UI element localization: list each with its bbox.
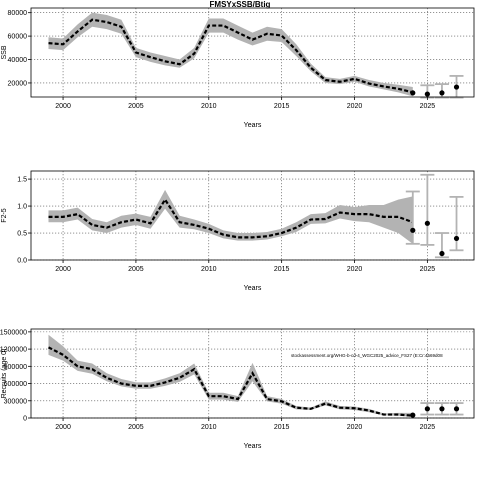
projection-point (453, 235, 460, 242)
ssb-x-tick-label: 2005 (128, 103, 144, 110)
projection-point (410, 412, 416, 418)
confidence-band (48, 334, 413, 417)
f-x-tick-label: 2025 (420, 266, 436, 273)
projection-point (424, 91, 430, 97)
f-y-tick-label: 1.0 (17, 204, 27, 211)
estimate-line (47, 346, 413, 417)
recruitment-x-tick-label: 2005 (128, 424, 144, 431)
f-y-axis-label: F2-5 (1, 208, 8, 223)
ssb-x-tick-label: 2010 (201, 103, 217, 110)
recruitment-x-axis-label: Years (244, 443, 262, 450)
confidence-band (48, 189, 413, 244)
projection-point (424, 220, 430, 226)
f-x-tick-label: 2005 (128, 266, 144, 273)
projection-point (439, 250, 445, 257)
recruitment-x-tick-label: 2020 (347, 424, 363, 431)
estimate-line (48, 18, 414, 94)
recruitment-y-tick-label: 1200000 (0, 347, 27, 354)
confidence-band (48, 12, 413, 97)
recruitment-x-tick-label: 2025 (420, 424, 436, 431)
projection-point (410, 90, 416, 96)
ssb-panel: 2000 2005 2010 2015 2020 2025 20000 40000 60000 8… (1, 7, 475, 129)
f-x-tick-label: 2020 (347, 266, 363, 273)
f-x-tick-label: 2000 (55, 266, 71, 273)
projection-point (410, 227, 416, 233)
recruitment-y-tick-label: 300000 (4, 398, 27, 405)
ssb-x-tick-label: 2020 (347, 103, 363, 110)
f-x-axis-label: Years (244, 285, 262, 292)
recruitment-x-tick-label: 2015 (274, 424, 290, 431)
fishing-mortality-panel: 2000 2005 2010 2015 2020 2025 0.0 0.5 1.0 1.5 Year… (1, 170, 475, 292)
ssb-x-axis-label: Years (244, 122, 262, 129)
projection-point (439, 406, 445, 412)
ssb-y-tick-label: 80000 (8, 10, 28, 17)
ssb-x-tick-label: 2000 (55, 103, 71, 110)
f-y-tick-label: 1.5 (17, 177, 27, 184)
recruitment-y-tick-label: 1500000 (0, 329, 27, 336)
recruitment-y-axis-label: Recruits (age 0) (1, 349, 8, 399)
f-x-tick-label: 2010 (201, 266, 217, 273)
recruitment-y-tick-label: 0 (23, 416, 27, 423)
recruitment-y-tick-label: 900000 (4, 364, 27, 371)
recruitment-x-tick-label: 2010 (201, 424, 217, 431)
ssb-x-tick-label: 2015 (274, 103, 290, 110)
f-y-tick-label: 0.5 (17, 231, 27, 238)
ssb-y-tick-label: 40000 (8, 57, 28, 64)
projection-point (439, 90, 445, 96)
plot-frame (30, 328, 475, 419)
ssb-y-tick-label: 60000 (8, 34, 28, 41)
plot-frame (30, 170, 475, 261)
f-x-tick-label: 2015 (274, 266, 290, 273)
f-y-tick-label: 0.0 (17, 258, 27, 265)
ssb-y-axis-label: SSB (1, 45, 8, 59)
ssb-y-tick-label: 20000 (8, 80, 28, 87)
projection-point (453, 406, 460, 412)
estimate-line (48, 197, 414, 239)
recruitment-y-tick-label: 600000 (4, 381, 27, 388)
stock-assessment-annotation: stockassessment.org/WHG-b-cd-4_WGC2025_a… (291, 353, 443, 358)
projection-point (453, 84, 460, 90)
projection-point (424, 406, 430, 412)
recruitment-panel: 2000 2005 2010 2015 2020 2025 0 300000 600000 900… (0, 328, 475, 450)
recruitment-x-tick-label: 2000 (55, 424, 71, 431)
plot-frame (30, 7, 475, 98)
figure-title: FMSYxSSB/Btig (210, 0, 271, 9)
ssb-x-tick-label: 2025 (420, 103, 436, 110)
